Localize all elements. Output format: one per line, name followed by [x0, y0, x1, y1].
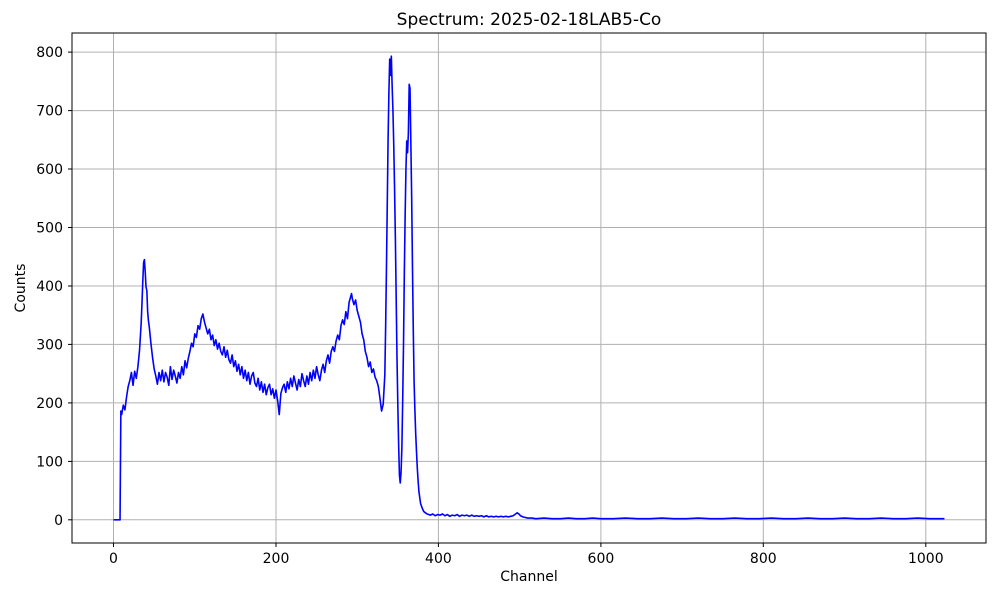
spectrum-line: [113, 55, 945, 521]
y-tick-label: 0: [54, 513, 63, 529]
grid-layer: [72, 33, 986, 543]
y-axis-label: Counts: [13, 264, 29, 313]
x-tick-label: 0: [109, 551, 118, 567]
y-tick-label: 100: [36, 454, 63, 470]
y-tick-label: 500: [36, 221, 63, 237]
y-tick-label: 400: [36, 279, 63, 295]
y-tick-label: 600: [36, 162, 63, 178]
y-tick-label: 800: [36, 45, 63, 61]
x-tick-label: 400: [425, 551, 452, 567]
x-tick-label: 800: [750, 551, 777, 567]
y-tick-label: 700: [36, 104, 63, 120]
chart-title: Spectrum: 2025-02-18LAB5-Co: [397, 10, 662, 30]
y-tick-label: 200: [36, 396, 63, 412]
y-tick-label: 300: [36, 337, 63, 353]
x-tick-label: 600: [588, 551, 615, 567]
tick-layer: 0 200 400 600 800 1000 0 100 200 300 400 500 600 700 8…: [36, 45, 943, 567]
x-tick-label: 1000: [908, 551, 944, 567]
x-tick-label: 200: [263, 551, 290, 567]
x-axis-label: Channel: [500, 569, 557, 585]
plot-frame: [71, 32, 987, 544]
